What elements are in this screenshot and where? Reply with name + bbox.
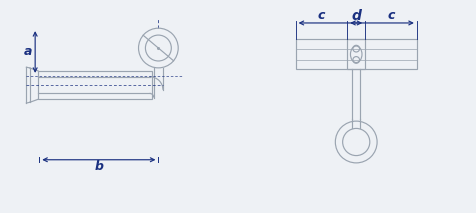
Bar bbox=[347, 39, 364, 69]
Bar bbox=[38, 71, 152, 99]
Text: c: c bbox=[317, 9, 325, 22]
Text: d: d bbox=[350, 9, 360, 23]
Bar bbox=[295, 39, 416, 69]
Text: a: a bbox=[24, 46, 32, 59]
Text: b: b bbox=[94, 160, 103, 173]
Text: c: c bbox=[387, 9, 394, 22]
